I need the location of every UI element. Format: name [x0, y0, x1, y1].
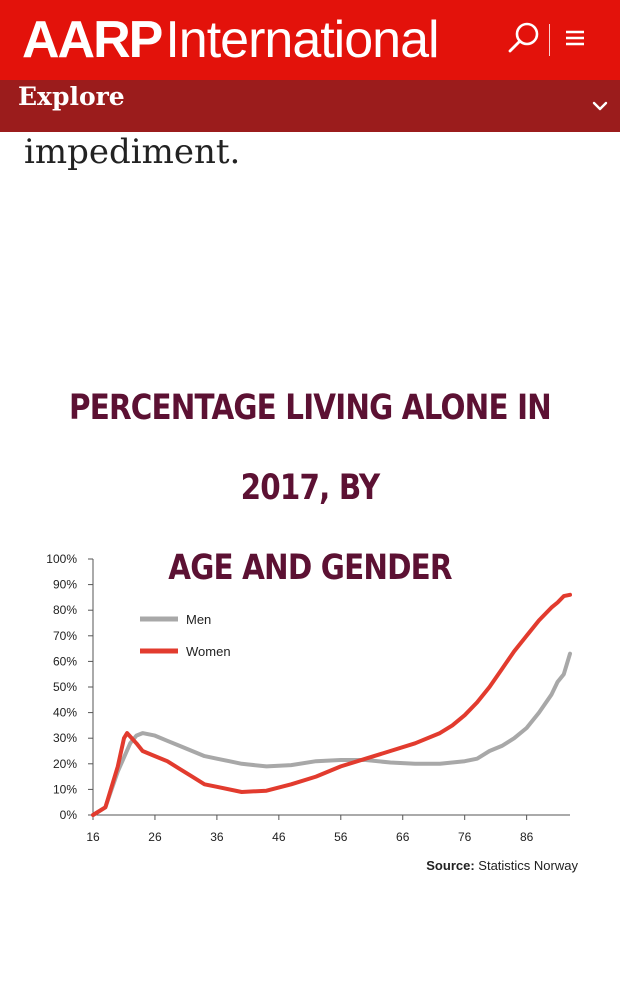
- y-tick-label: 10%: [53, 782, 77, 796]
- x-tick-label: 76: [458, 830, 472, 844]
- y-tick-label: 70%: [53, 629, 77, 643]
- source-label: Source:: [426, 858, 475, 873]
- header-divider: [549, 24, 550, 56]
- y-tick-label: 90%: [53, 578, 77, 592]
- x-tick-label: 36: [210, 830, 224, 844]
- y-tick-label: 80%: [53, 603, 77, 617]
- chevron-down-icon[interactable]: [588, 94, 612, 118]
- series-line-men: [91, 651, 572, 817]
- logo-aarp: AARP: [22, 11, 163, 69]
- x-tick-label: 66: [396, 830, 410, 844]
- x-tick-label: 86: [520, 830, 534, 844]
- article-text-fragment: impediment.: [24, 132, 241, 172]
- y-tick-label: 50%: [53, 680, 77, 694]
- hamburger-menu-icon[interactable]: [560, 24, 590, 52]
- y-tick-label: 0%: [60, 808, 78, 822]
- x-tick-label: 16: [86, 830, 100, 844]
- x-tick-label: 26: [148, 830, 162, 844]
- legend-label-men: Men: [186, 612, 211, 627]
- x-tick-label: 46: [272, 830, 286, 844]
- y-tick-label: 20%: [53, 757, 77, 771]
- source-text: Statistics Norway: [478, 858, 578, 873]
- legend-label-women: Women: [186, 644, 231, 659]
- y-tick-label: 100%: [46, 552, 77, 566]
- search-icon[interactable]: [506, 20, 542, 56]
- legend: Men Women: [140, 612, 231, 659]
- y-tick-label: 30%: [53, 731, 77, 745]
- chart-source: Source: Statistics Norway: [426, 858, 578, 873]
- series-lines: [91, 592, 572, 817]
- chart-title-line-2: AGE AND GENDER: [168, 548, 452, 588]
- chart-title-line-1: PERCENTAGE LIVING ALONE IN 2017, BY: [69, 388, 552, 508]
- site-logo[interactable]: AARPInternational: [22, 10, 440, 70]
- series-line-women: [91, 592, 572, 817]
- logo-international: International: [165, 11, 439, 69]
- explore-bar[interactable]: Explore: [0, 80, 620, 132]
- site-header: AARPInternational: [0, 0, 620, 80]
- chart-title: PERCENTAGE LIVING ALONE IN 2017, BY AGE …: [58, 368, 562, 608]
- y-tick-label: 40%: [53, 706, 77, 720]
- living-alone-chart: 0% 10% 20% 30% 40% 50% 60% 70% 80% 90% 100% 16 26 36…: [46, 552, 572, 844]
- x-axis: 16 26 36 46 56 66 76 86: [86, 814, 570, 844]
- y-tick-label: 60%: [53, 654, 77, 668]
- y-axis: 0% 10% 20% 30% 40% 50% 60% 70% 80% 90% 100%: [46, 552, 94, 822]
- explore-label: Explore: [18, 82, 125, 111]
- x-tick-label: 56: [334, 830, 348, 844]
